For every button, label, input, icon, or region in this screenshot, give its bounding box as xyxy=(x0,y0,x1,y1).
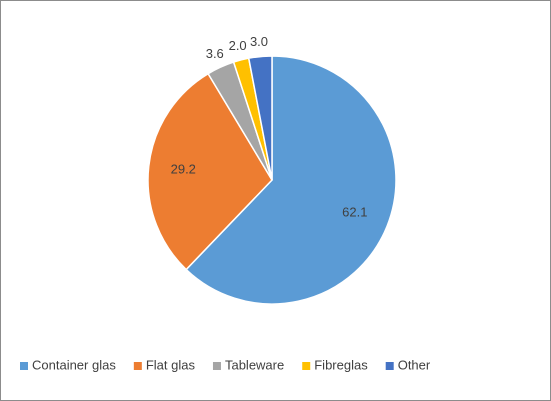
pie-slice xyxy=(247,55,273,181)
legend-label: Container glas xyxy=(32,357,116,372)
legend-label: Other xyxy=(398,357,431,372)
legend-label: Fibreglas xyxy=(314,357,368,372)
data-label: 62.1 xyxy=(342,205,367,220)
data-label: 2.0 xyxy=(229,38,247,53)
legend-swatch xyxy=(212,362,221,370)
legend-label: Flat glas xyxy=(146,357,196,372)
pie-slice xyxy=(147,72,273,271)
legend-swatch xyxy=(20,362,28,370)
pie-slice xyxy=(185,55,397,305)
legend-swatch xyxy=(133,362,142,370)
data-label: 29.2 xyxy=(171,161,196,176)
legend-label: Tableware xyxy=(225,357,284,372)
data-label: 3.0 xyxy=(250,34,268,49)
data-label: 3.6 xyxy=(206,46,224,61)
legend-swatch xyxy=(385,362,394,370)
legend-swatch xyxy=(302,362,311,370)
